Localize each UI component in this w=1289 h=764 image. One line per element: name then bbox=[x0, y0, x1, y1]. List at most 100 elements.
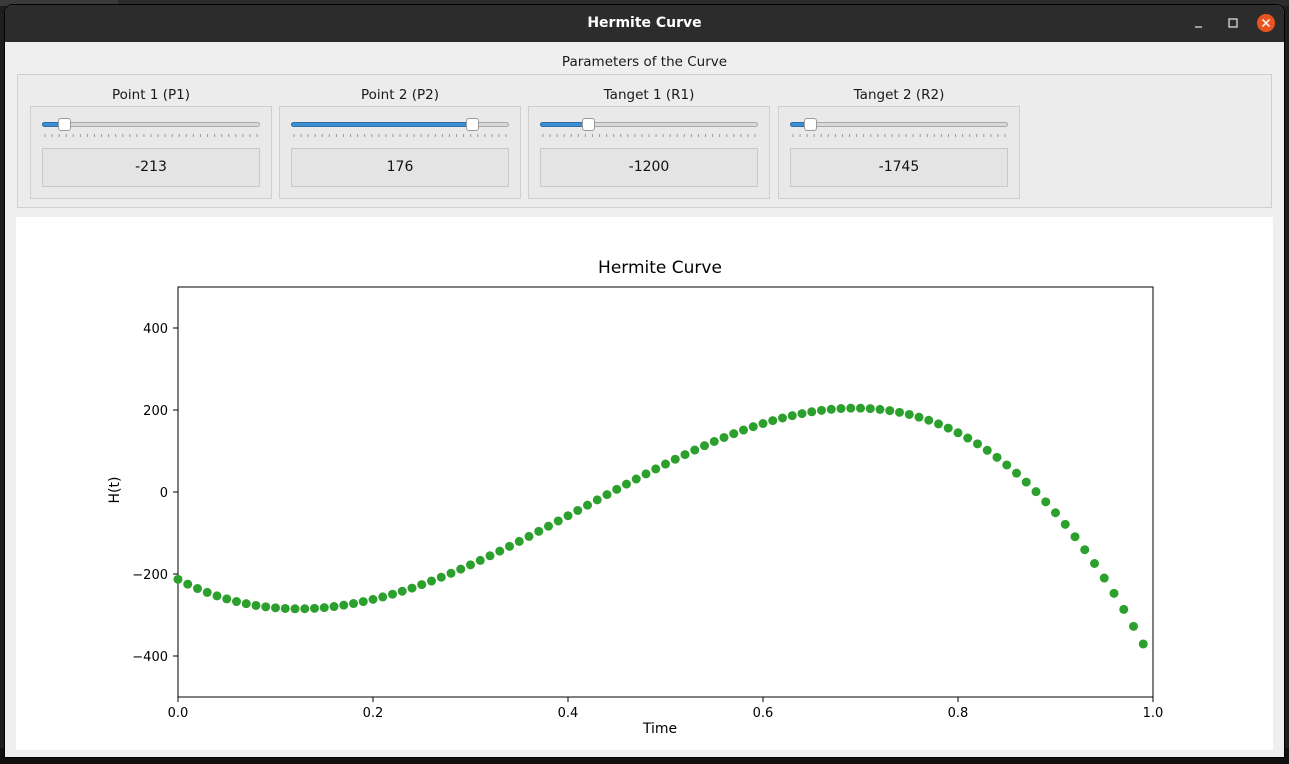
slider-handle[interactable] bbox=[804, 118, 817, 131]
y-tick-label: −400 bbox=[132, 650, 168, 665]
data-point bbox=[739, 425, 748, 435]
data-point bbox=[982, 445, 992, 455]
data-point bbox=[280, 603, 290, 613]
app-window: Hermite Curve Parameters of the Curve Po… bbox=[5, 5, 1284, 757]
data-point bbox=[592, 495, 602, 505]
data-point bbox=[924, 415, 934, 425]
close-button[interactable] bbox=[1257, 14, 1275, 32]
x-axis-label: Time bbox=[642, 721, 677, 737]
data-point bbox=[183, 579, 193, 589]
slider-handle[interactable] bbox=[58, 118, 71, 131]
data-point bbox=[505, 541, 514, 551]
r2-label: Tanget 2 (R2) bbox=[853, 87, 945, 103]
data-point bbox=[310, 603, 319, 613]
data-point bbox=[349, 599, 358, 609]
slider-ticks bbox=[44, 134, 258, 137]
data-point bbox=[514, 536, 524, 546]
r1-label: Tanget 1 (R1) bbox=[603, 87, 695, 103]
p1-slider[interactable] bbox=[42, 118, 260, 137]
data-point bbox=[378, 592, 388, 602]
title-bar[interactable]: Hermite Curve bbox=[5, 5, 1284, 42]
data-point bbox=[895, 407, 904, 417]
data-point bbox=[1119, 604, 1129, 614]
data-point bbox=[865, 404, 875, 414]
slider-ticks bbox=[542, 134, 756, 137]
data-point bbox=[729, 429, 739, 439]
data-point bbox=[329, 602, 339, 612]
data-point bbox=[417, 580, 427, 590]
x-tick-label: 0.0 bbox=[168, 706, 189, 721]
data-point bbox=[261, 602, 271, 612]
data-point bbox=[358, 597, 368, 607]
slider-groove bbox=[790, 122, 1008, 127]
data-point bbox=[1070, 532, 1080, 542]
data-point bbox=[670, 454, 680, 464]
r1-value: -1200 bbox=[540, 148, 758, 187]
r1-slider[interactable] bbox=[540, 118, 758, 137]
slider-handle[interactable] bbox=[466, 118, 479, 131]
y-tick-label: −200 bbox=[132, 568, 168, 583]
data-point bbox=[563, 511, 573, 521]
p1-label: Point 1 (P1) bbox=[112, 87, 190, 103]
data-point bbox=[992, 452, 1002, 462]
data-point bbox=[836, 404, 846, 414]
data-point bbox=[300, 604, 310, 614]
data-point bbox=[768, 416, 778, 426]
data-point bbox=[709, 436, 719, 446]
p2-label: Point 2 (P2) bbox=[361, 87, 439, 103]
p2-slider[interactable] bbox=[291, 118, 509, 137]
data-point bbox=[700, 441, 709, 451]
data-point bbox=[202, 587, 212, 597]
data-point bbox=[1002, 460, 1012, 470]
data-point bbox=[475, 555, 485, 565]
data-point bbox=[641, 469, 651, 479]
data-point bbox=[173, 574, 183, 584]
data-point bbox=[534, 526, 544, 536]
data-point bbox=[222, 594, 232, 604]
close-icon bbox=[1257, 14, 1275, 32]
r2-slider[interactable] bbox=[790, 118, 1008, 137]
data-point bbox=[690, 445, 700, 455]
data-point bbox=[934, 419, 943, 429]
minimize-button[interactable] bbox=[1190, 14, 1208, 32]
r2-value: -1745 bbox=[790, 148, 1008, 187]
slider-handle[interactable] bbox=[582, 118, 595, 131]
data-point bbox=[797, 409, 807, 419]
data-point bbox=[914, 412, 924, 422]
r1-control: -1200 bbox=[528, 106, 770, 199]
p2-control: 176 bbox=[279, 106, 521, 199]
slider-fill bbox=[291, 122, 472, 127]
data-point bbox=[787, 411, 797, 421]
axes-frame bbox=[177, 286, 1154, 698]
data-point bbox=[778, 413, 787, 423]
data-point bbox=[1099, 573, 1109, 583]
y-tick-label: 200 bbox=[143, 404, 168, 419]
data-point bbox=[544, 521, 553, 531]
data-point bbox=[602, 490, 612, 500]
data-point bbox=[651, 464, 661, 474]
data-point bbox=[1051, 508, 1060, 518]
data-point bbox=[680, 450, 690, 460]
data-point bbox=[817, 405, 826, 415]
data-point bbox=[904, 409, 914, 419]
maximize-button[interactable] bbox=[1224, 14, 1242, 32]
data-point bbox=[446, 568, 456, 578]
y-axis-label: H(t) bbox=[107, 477, 123, 504]
y-tick-label: 400 bbox=[143, 322, 168, 337]
data-point bbox=[193, 584, 202, 594]
x-tick-label: 0.8 bbox=[948, 706, 969, 721]
x-tick-label: 1.0 bbox=[1143, 706, 1164, 721]
data-point bbox=[397, 586, 407, 596]
data-point bbox=[875, 404, 885, 414]
data-point bbox=[1060, 519, 1070, 529]
p1-value: -213 bbox=[42, 148, 260, 187]
data-point bbox=[622, 479, 631, 489]
data-point bbox=[212, 591, 222, 601]
data-point bbox=[553, 516, 563, 526]
data-point bbox=[943, 423, 953, 433]
data-point bbox=[524, 531, 534, 541]
data-point bbox=[388, 589, 397, 599]
data-point bbox=[1129, 621, 1138, 631]
data-point bbox=[339, 600, 349, 610]
data-point bbox=[319, 603, 329, 613]
